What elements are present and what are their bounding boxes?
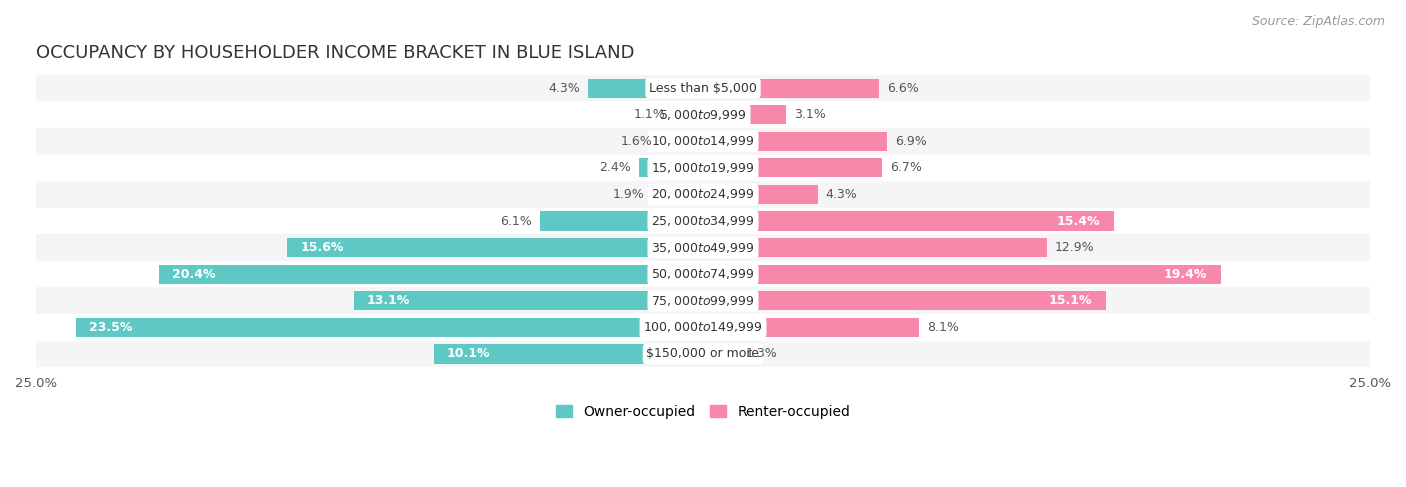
Text: 1.3%: 1.3%: [745, 347, 778, 360]
Bar: [661, 132, 703, 151]
Bar: [37, 261, 1369, 287]
Text: $100,000 to $149,999: $100,000 to $149,999: [644, 320, 762, 335]
Bar: [703, 238, 1047, 257]
Bar: [540, 211, 703, 231]
Text: $10,000 to $14,999: $10,000 to $14,999: [651, 134, 755, 149]
Bar: [703, 318, 920, 337]
Bar: [433, 344, 703, 363]
Text: 12.9%: 12.9%: [1054, 241, 1095, 254]
Text: 1.1%: 1.1%: [634, 108, 665, 121]
Text: $150,000 or more: $150,000 or more: [647, 347, 759, 360]
Text: 4.3%: 4.3%: [548, 82, 581, 94]
Text: 13.1%: 13.1%: [367, 294, 411, 307]
Text: 6.7%: 6.7%: [890, 161, 921, 174]
Text: 1.9%: 1.9%: [613, 188, 644, 201]
Bar: [37, 181, 1369, 208]
Bar: [37, 234, 1369, 261]
Bar: [703, 344, 738, 363]
Text: $35,000 to $49,999: $35,000 to $49,999: [651, 241, 755, 255]
Bar: [37, 287, 1369, 314]
Bar: [37, 314, 1369, 340]
Bar: [673, 105, 703, 124]
Bar: [37, 154, 1369, 181]
Bar: [703, 132, 887, 151]
Bar: [287, 238, 703, 257]
Text: OCCUPANCY BY HOUSEHOLDER INCOME BRACKET IN BLUE ISLAND: OCCUPANCY BY HOUSEHOLDER INCOME BRACKET …: [37, 44, 634, 62]
Text: $15,000 to $19,999: $15,000 to $19,999: [651, 161, 755, 175]
Bar: [37, 75, 1369, 101]
Bar: [703, 291, 1107, 310]
Text: 6.1%: 6.1%: [501, 215, 533, 227]
Bar: [37, 208, 1369, 234]
Text: 1.6%: 1.6%: [620, 135, 652, 148]
Bar: [37, 340, 1369, 367]
Bar: [703, 211, 1114, 231]
Bar: [703, 185, 818, 204]
Text: 4.3%: 4.3%: [825, 188, 858, 201]
Text: 6.6%: 6.6%: [887, 82, 920, 94]
Bar: [703, 105, 786, 124]
Text: 15.4%: 15.4%: [1057, 215, 1101, 227]
Text: $25,000 to $34,999: $25,000 to $34,999: [651, 214, 755, 228]
Bar: [652, 185, 703, 204]
Bar: [703, 78, 879, 98]
Text: $50,000 to $74,999: $50,000 to $74,999: [651, 267, 755, 281]
Text: Source: ZipAtlas.com: Source: ZipAtlas.com: [1251, 15, 1385, 28]
Bar: [37, 128, 1369, 154]
Bar: [76, 318, 703, 337]
Text: 3.1%: 3.1%: [794, 108, 825, 121]
Text: $5,000 to $9,999: $5,000 to $9,999: [659, 108, 747, 122]
Text: 20.4%: 20.4%: [172, 268, 215, 281]
Text: $20,000 to $24,999: $20,000 to $24,999: [651, 187, 755, 202]
Text: 8.1%: 8.1%: [927, 321, 959, 334]
Legend: Owner-occupied, Renter-occupied: Owner-occupied, Renter-occupied: [550, 399, 856, 425]
Text: 15.1%: 15.1%: [1049, 294, 1092, 307]
Bar: [703, 264, 1220, 284]
Text: Less than $5,000: Less than $5,000: [650, 82, 756, 94]
Text: 15.6%: 15.6%: [299, 241, 343, 254]
Bar: [588, 78, 703, 98]
Text: 2.4%: 2.4%: [599, 161, 631, 174]
Bar: [353, 291, 703, 310]
Text: 10.1%: 10.1%: [447, 347, 491, 360]
Text: $75,000 to $99,999: $75,000 to $99,999: [651, 294, 755, 308]
Text: 23.5%: 23.5%: [90, 321, 132, 334]
Text: 6.9%: 6.9%: [896, 135, 927, 148]
Bar: [638, 158, 703, 177]
Bar: [37, 101, 1369, 128]
Bar: [703, 158, 882, 177]
Bar: [159, 264, 703, 284]
Text: 19.4%: 19.4%: [1164, 268, 1208, 281]
